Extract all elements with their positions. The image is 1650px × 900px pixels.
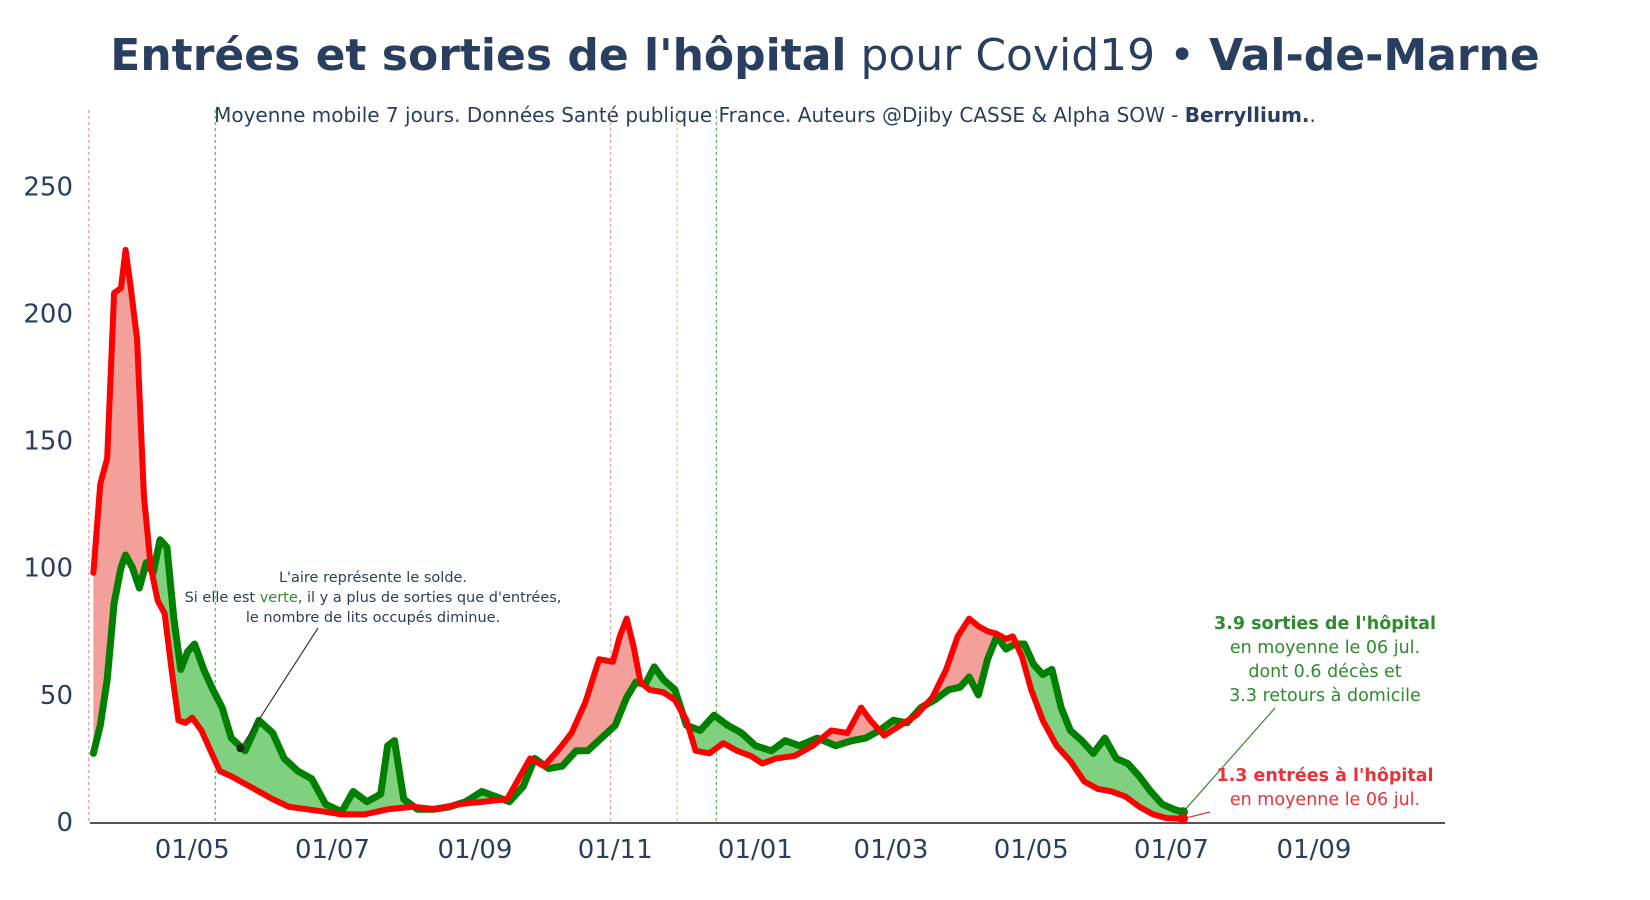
x-tick-label-2021-03-01: 01/03: [854, 835, 929, 865]
vertical-reference-lines: [88, 110, 717, 822]
series-lines: [89, 246, 1187, 822]
x-tick-label-2020-11-01: 01/11: [578, 835, 653, 865]
note-green-word: verte: [259, 590, 298, 606]
y-tick-label-250: 250: [23, 172, 73, 202]
balance-area-red-8: [544, 618, 643, 769]
note-line-2-post: , il y a plus de sorties que d'entrées,: [297, 590, 562, 606]
chart-subtitle: Moyenne mobile 7 jours. Données Santé pu…: [0, 103, 1530, 127]
entrees-line: [90, 246, 1186, 822]
note-arrow-head: [236, 744, 245, 753]
sorties-arrow: [1182, 707, 1276, 813]
sorties-annotation-line3: dont 0.6 décès et: [1248, 662, 1402, 682]
note-arrow: [239, 627, 319, 749]
x-tick-label-2020-05-01: 01/05: [155, 835, 230, 865]
entrees-last-point: [1177, 813, 1188, 824]
y-tick-label-50: 50: [40, 681, 73, 711]
title-region: Val-de-Marne: [1209, 30, 1540, 81]
subtitle-end: .: [1309, 103, 1316, 127]
entrees-annotation: 1.3 entrées à l'hôpital en moyenne le 06…: [1200, 764, 1450, 812]
balance-area-green-11: [688, 715, 821, 764]
annotation-arrows: [236, 627, 1276, 824]
axes: 0 50 100 150 200 250 01/05 01/07 01/09 01/11 01/01…: [23, 172, 1445, 865]
sorties-annotation-line4: 3.3 retours à domicile: [1229, 686, 1421, 706]
sorties-annotation: 3.9 sorties de l'hôpital en moyenne le 0…: [1195, 612, 1455, 708]
balance-note: L'aire représente le solde. Si elle est …: [168, 568, 578, 628]
chart-title: Entrées et sorties de l'hôpital pour Cov…: [0, 30, 1650, 81]
x-tick-label-2020-09-01: 01/09: [437, 835, 512, 865]
balance-area-green-1: [151, 539, 415, 815]
title-normal: pour Covid19 •: [846, 30, 1210, 81]
y-tick-label-200: 200: [23, 299, 73, 329]
title-bold: Entrées et sorties de l'hôpital: [110, 30, 847, 81]
note-line-2: Si elle est verte, il y a plus de sortie…: [168, 588, 578, 608]
entrees-annotation-title: 1.3 entrées à l'hôpital: [1216, 766, 1434, 786]
balance-areas: [93, 249, 1183, 819]
subtitle-text: Moyenne mobile 7 jours. Données Santé pu…: [214, 103, 1185, 127]
subtitle-brand: Berryllium.: [1184, 103, 1310, 127]
balance-area-red-16: [925, 618, 1017, 706]
sorties-annotation-title: 3.9 sorties de l'hôpital: [1214, 614, 1436, 634]
note-line-2-pre: Si elle est: [184, 590, 260, 606]
x-tick-label-2021-07-01: 01/07: [1134, 835, 1209, 865]
note-line-1: L'aire représente le solde.: [278, 570, 468, 586]
x-tick-label-2021-05-01: 01/05: [994, 835, 1069, 865]
note-line-3: le nombre de lits occupés diminue.: [245, 610, 501, 626]
sorties-annotation-line2: en moyenne le 06 jul.: [1229, 638, 1421, 658]
y-tick-label-100: 100: [23, 554, 73, 584]
x-tick-label-2021-01-01: 01/01: [718, 835, 793, 865]
entrees-annotation-line2: en moyenne le 06 jul.: [1229, 790, 1421, 810]
x-tick-label-2021-09-01: 01/09: [1277, 835, 1352, 865]
x-tick-label-2020-07-01: 01/07: [295, 835, 370, 865]
y-tick-label-150: 150: [23, 427, 73, 457]
y-tick-label-0: 0: [56, 808, 73, 838]
